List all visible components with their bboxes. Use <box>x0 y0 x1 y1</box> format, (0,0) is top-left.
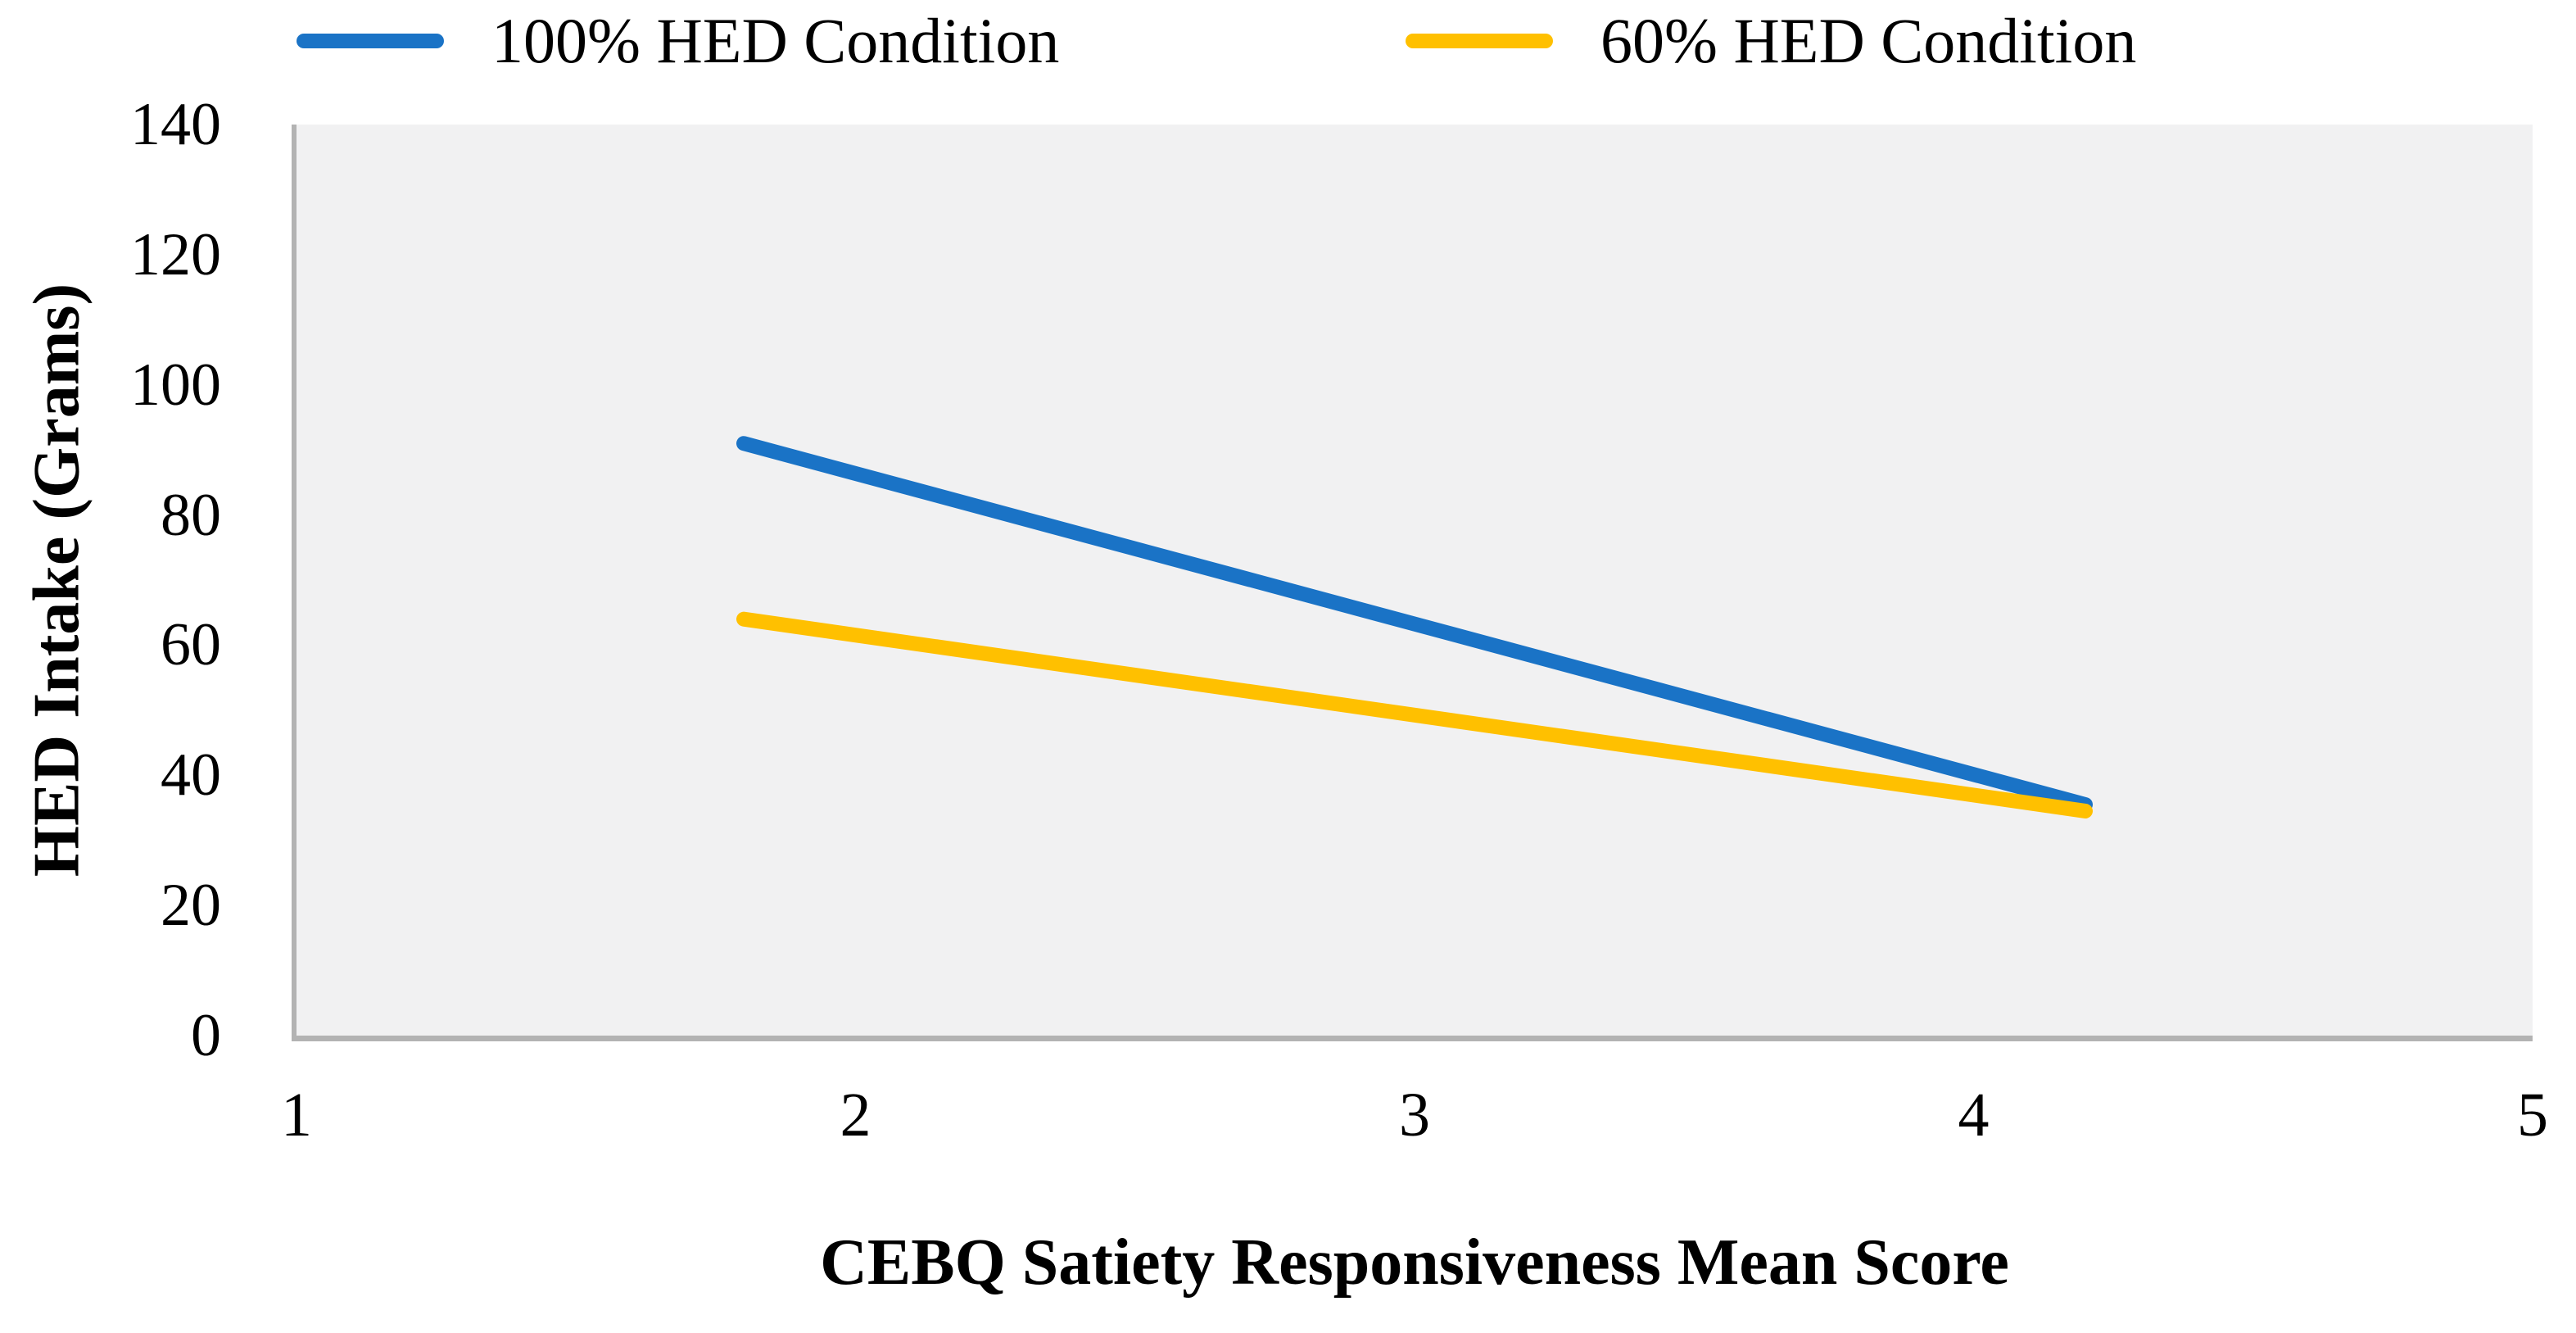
x-axis-title: CEBQ Satiety Responsiveness Mean Score <box>820 1226 2009 1299</box>
x-tick-label: 2 <box>840 1081 871 1149</box>
x-tick-label: 3 <box>1399 1081 1430 1149</box>
legend-line-swatch-100-hed-icon <box>297 34 444 48</box>
y-tick-label: 100 <box>130 351 221 419</box>
y-tick-label: 60 <box>161 611 221 679</box>
y-tick-label: 120 <box>130 220 221 288</box>
legend-line-swatch-60-hed-icon <box>1406 34 1553 48</box>
x-tick-label: 5 <box>2517 1081 2548 1149</box>
x-axis-tick-labels: 1 2 3 4 5 <box>0 1078 2576 1160</box>
legend-item-100-hed: 100% HED Condition <box>297 5 1059 77</box>
y-tick-label: 140 <box>130 91 221 158</box>
legend-label-100-hed: 100% HED Condition <box>491 5 1060 76</box>
plot-svg <box>736 436 2093 818</box>
legend-label-60-hed: 60% HED Condition <box>1600 5 2137 76</box>
y-tick-label: 20 <box>161 872 221 940</box>
y-tick-label: 80 <box>161 481 221 549</box>
x-tick-label: 4 <box>1958 1081 1990 1149</box>
y-axis-tick-labels: 0 20 40 60 80 100 120 140 <box>0 94 229 1066</box>
y-tick-label: 40 <box>161 741 221 809</box>
x-tick-label: 1 <box>281 1081 312 1149</box>
y-tick-label: 0 <box>191 1002 221 1069</box>
series-line-60-hed-condition <box>736 611 2093 818</box>
legend-item-60-hed: 60% HED Condition <box>1406 5 2136 77</box>
plot-area <box>292 125 2533 1041</box>
series-line-100-hed-condition <box>736 436 2093 813</box>
